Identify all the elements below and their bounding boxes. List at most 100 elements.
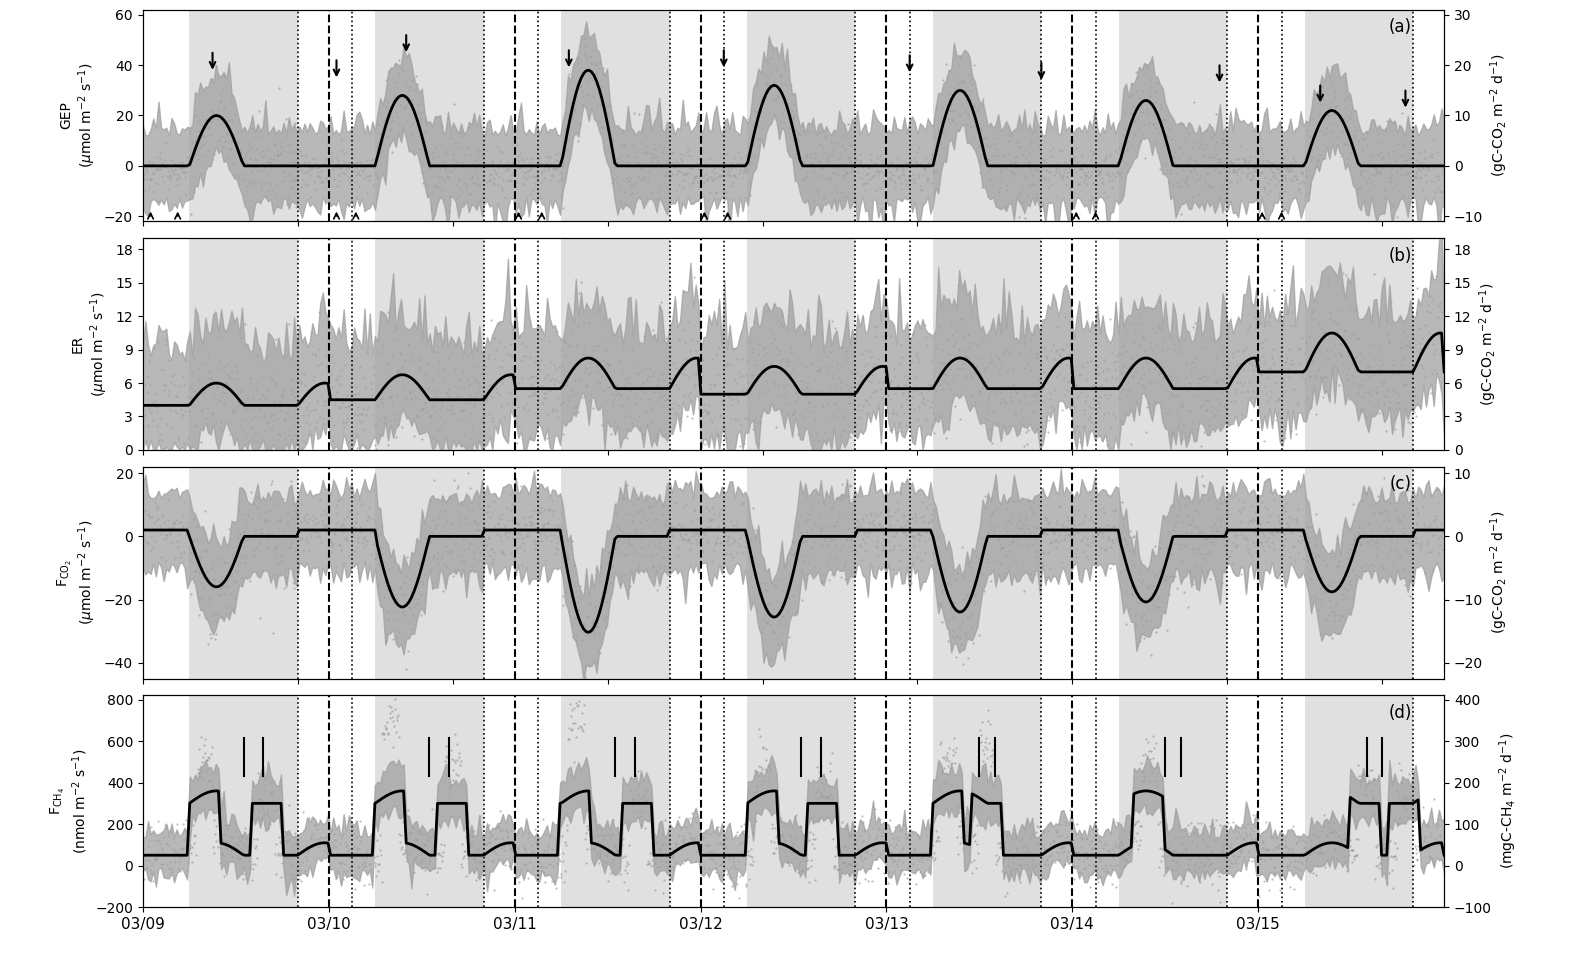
Point (197, 773, 222, 788)
Point (754, 615, 779, 630)
Point (705, 819, 730, 835)
Point (1252, 433, 1278, 449)
Point (1357, 772, 1382, 787)
Point (903, 176, 928, 191)
Point (405, 350, 430, 366)
Point (844, 837, 870, 852)
Point (1370, 851, 1395, 867)
Point (868, 846, 893, 862)
Point (1339, 563, 1365, 578)
Point (1400, 332, 1425, 347)
Point (574, 818, 600, 834)
Point (982, 149, 1008, 164)
Point (646, 152, 671, 168)
Point (1354, 359, 1379, 374)
Point (951, 83, 976, 98)
Point (359, 156, 384, 172)
Point (382, 56, 408, 71)
Point (330, 413, 355, 428)
Point (1257, 483, 1282, 499)
Point (354, 512, 379, 528)
Point (1255, 176, 1281, 191)
Point (1133, 425, 1159, 440)
Point (465, 869, 490, 885)
Point (1005, 866, 1030, 881)
Point (757, 595, 782, 611)
Point (808, 789, 833, 805)
Point (890, 164, 916, 179)
Point (481, 413, 506, 428)
Point (598, 545, 624, 561)
Point (452, 843, 478, 859)
Point (551, 845, 576, 861)
Point (402, 427, 427, 443)
Point (232, 555, 257, 570)
Point (454, 176, 479, 191)
Point (973, 560, 998, 575)
Point (1425, 531, 1451, 546)
Point (795, 158, 820, 174)
Point (619, 178, 644, 193)
Point (1116, 383, 1141, 399)
Point (278, 386, 303, 401)
Point (373, 409, 398, 425)
Point (870, 374, 895, 390)
Point (825, 135, 851, 151)
Point (755, 69, 781, 85)
Bar (1305, 238, 1412, 450)
Point (694, 166, 719, 181)
Point (928, 124, 954, 139)
Point (233, 869, 259, 885)
Point (209, 568, 235, 584)
Point (1366, 164, 1392, 179)
Point (1331, 136, 1357, 152)
Point (1217, 154, 1243, 170)
Point (749, 624, 774, 640)
Point (1287, 863, 1312, 878)
Point (371, 574, 397, 590)
Point (1252, 170, 1278, 185)
Point (1108, 834, 1133, 849)
Point (568, 97, 594, 113)
Point (1105, 165, 1130, 180)
Point (1178, 362, 1203, 377)
Point (687, 535, 713, 550)
Point (406, 823, 432, 839)
Point (698, 850, 724, 866)
Point (303, 347, 329, 363)
Point (982, 386, 1008, 401)
Point (955, 827, 981, 842)
Point (973, 360, 998, 375)
Point (965, 837, 990, 852)
Point (1358, 797, 1384, 813)
Point (676, 388, 701, 403)
Point (1054, 357, 1079, 372)
Point (630, 375, 655, 391)
Point (308, 170, 333, 185)
Point (844, 152, 870, 168)
Point (522, 170, 548, 185)
Point (1239, 172, 1265, 187)
Point (816, 149, 841, 164)
Point (1349, 164, 1374, 179)
Point (538, 534, 563, 549)
Point (813, 506, 838, 521)
Point (811, 344, 836, 359)
Point (144, 512, 170, 528)
Point (424, 551, 449, 566)
Point (541, 521, 567, 537)
Point (1235, 828, 1260, 843)
Point (787, 162, 813, 178)
Point (692, 396, 717, 411)
Point (573, 658, 598, 674)
Point (1428, 515, 1454, 531)
Point (752, 786, 778, 801)
Bar (933, 238, 1041, 450)
Point (1401, 569, 1427, 585)
Point (1054, 849, 1079, 865)
Point (841, 851, 867, 867)
Point (822, 517, 847, 533)
Point (333, 864, 359, 879)
Point (1136, 580, 1162, 595)
Point (781, 545, 806, 561)
